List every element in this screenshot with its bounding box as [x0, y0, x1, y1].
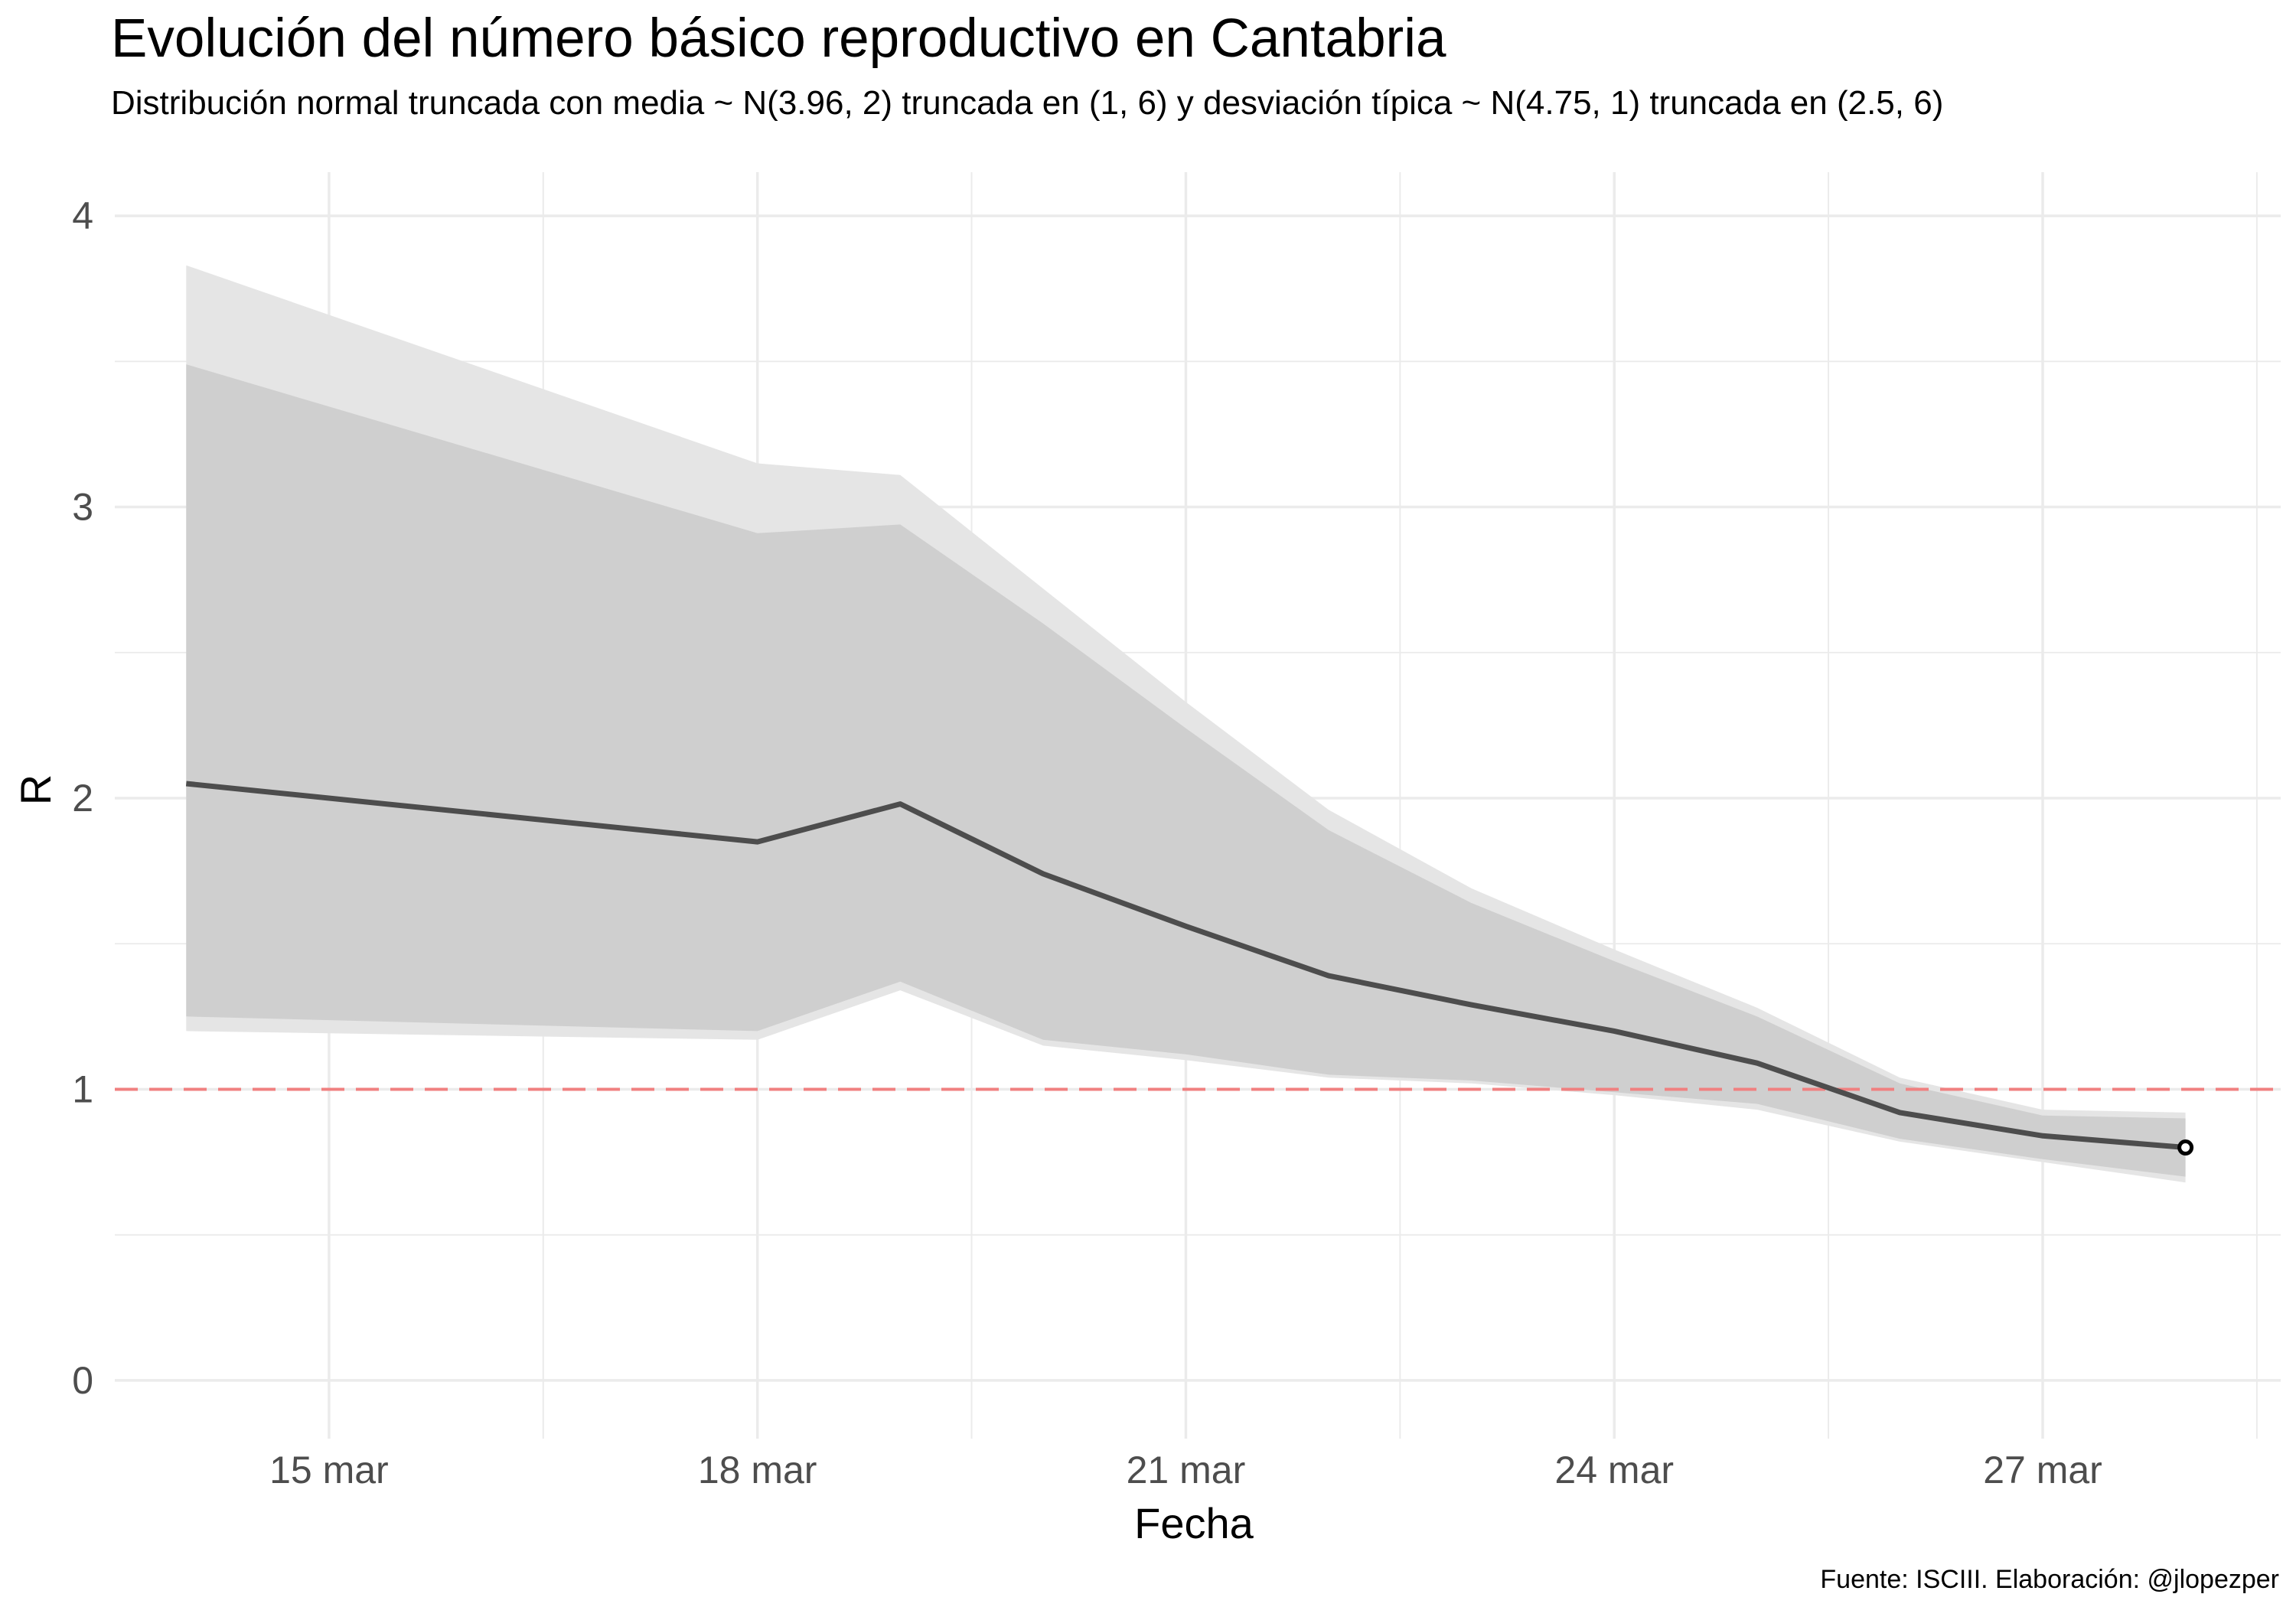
r-median-line: [185, 781, 2186, 1150]
y-tick-label: 3: [72, 486, 93, 529]
x-tick-labels: 15 mar 18 mar 21 mar 24 mar 27 mar: [269, 1449, 2102, 1491]
series-line-layer: [185, 781, 2194, 1156]
y-axis-title: R: [11, 774, 60, 805]
chart-title: Evolución del número básico reproductivo…: [111, 8, 1446, 69]
inner-credible-band: [186, 364, 2186, 1177]
y-tick-label: 0: [72, 1359, 93, 1402]
x-tick-label: 15 mar: [269, 1449, 389, 1491]
y-tick-label: 4: [72, 194, 93, 237]
x-tick-label: 27 mar: [1983, 1449, 2102, 1491]
last-point-marker: [2177, 1139, 2194, 1156]
y-tick-labels: 0 1 2 3 4: [72, 194, 93, 1402]
x-tick-label: 21 mar: [1127, 1449, 1246, 1491]
confidence-bands: [186, 265, 2186, 1183]
x-axis-title: Fecha: [1134, 1499, 1254, 1547]
y-tick-label: 2: [72, 777, 93, 820]
chart-subtitle: Distribución normal truncada con media ~…: [111, 84, 1944, 122]
source-caption: Fuente: ISCIII. Elaboración: @jlopezper: [1820, 1565, 2279, 1594]
y-tick-label: 1: [72, 1068, 93, 1110]
x-tick-label: 18 mar: [698, 1449, 817, 1491]
x-tick-label: 24 mar: [1554, 1449, 1674, 1491]
